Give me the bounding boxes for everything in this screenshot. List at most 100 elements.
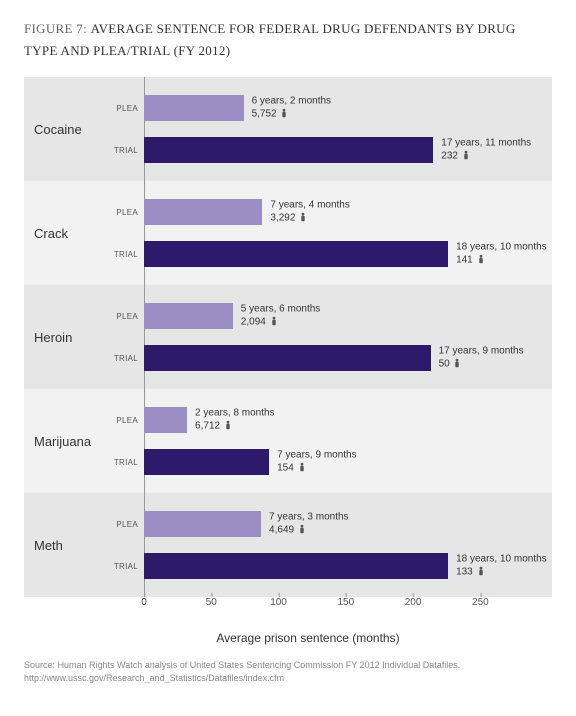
- bar-duration-text: 18 years, 10 months: [456, 554, 547, 567]
- bar-value-label: 7 years, 4 months3,292: [270, 200, 349, 225]
- trial-label: TRIAL: [110, 250, 144, 259]
- bar-duration-text: 6 years, 2 months: [252, 96, 331, 109]
- trial-label: TRIAL: [110, 146, 144, 155]
- bar-count-text: 5,752: [252, 108, 331, 121]
- bar-row-trial: TRIAL17 years, 11 months232: [110, 131, 548, 169]
- bar-value-label: 7 years, 3 months4,649: [269, 512, 348, 537]
- figure-header: FIGURE 7: AVERAGE SENTENCE FOR FEDERAL D…: [24, 18, 552, 61]
- bar-value-label: 17 years, 11 months232: [441, 138, 531, 163]
- bars-area: PLEA2 years, 8 months6,712 TRIAL7 years,…: [110, 389, 552, 493]
- bar-value-label: 2 years, 8 months6,712: [195, 408, 274, 433]
- drug-name-label: Heroin: [24, 285, 110, 389]
- bars-area: PLEA7 years, 3 months4,649 TRIAL18 years…: [110, 493, 552, 597]
- bar-duration-text: 18 years, 10 months: [456, 242, 547, 255]
- drug-name-label: Marijuana: [24, 389, 110, 493]
- person-icon: [478, 254, 484, 263]
- bar-fill-plea: 2 years, 8 months6,712: [144, 407, 187, 433]
- bar-track: 17 years, 9 months50: [144, 345, 514, 371]
- drug-group: CocainePLEA6 years, 2 months5,752 TRIAL1…: [24, 77, 552, 181]
- bar-value-label: 5 years, 6 months2,094: [241, 304, 320, 329]
- trial-label: TRIAL: [110, 562, 144, 571]
- person-icon: [454, 358, 460, 367]
- x-tick: 150: [337, 597, 354, 608]
- plea-label: PLEA: [110, 312, 144, 321]
- bar-count-text: 50: [439, 358, 524, 371]
- bars-area: PLEA5 years, 6 months2,094 TRIAL17 years…: [110, 285, 552, 389]
- bar-duration-text: 17 years, 9 months: [439, 346, 524, 359]
- bar-track: 7 years, 4 months3,292: [144, 199, 514, 225]
- bar-row-plea: PLEA7 years, 4 months3,292: [110, 193, 548, 231]
- bar-fill-trial: 17 years, 9 months50: [144, 345, 431, 371]
- person-icon: [300, 212, 306, 221]
- drug-group: MethPLEA7 years, 3 months4,649 TRIAL18 y…: [24, 493, 552, 597]
- bar-row-plea: PLEA7 years, 3 months4,649: [110, 505, 548, 543]
- x-tick: 250: [472, 597, 489, 608]
- bar-row-trial: TRIAL17 years, 9 months50: [110, 339, 548, 377]
- bar-fill-plea: 7 years, 4 months3,292: [144, 199, 262, 225]
- bar-duration-text: 5 years, 6 months: [241, 304, 320, 317]
- bar-fill-trial: 18 years, 10 months141: [144, 241, 448, 267]
- plea-label: PLEA: [110, 520, 144, 529]
- bar-duration-text: 7 years, 3 months: [269, 512, 348, 525]
- bar-fill-plea: 6 years, 2 months5,752: [144, 95, 244, 121]
- person-icon: [299, 524, 305, 533]
- bar-track: 18 years, 10 months133: [144, 553, 514, 579]
- plea-label: PLEA: [110, 416, 144, 425]
- bar-count-text: 2,094: [241, 316, 320, 329]
- bar-count-text: 232: [441, 150, 531, 163]
- x-axis-ticks: 0 50 100 150 200 250: [144, 597, 552, 629]
- drug-name-label: Crack: [24, 181, 110, 285]
- bar-track: 17 years, 11 months232: [144, 137, 514, 163]
- bar-count-text: 3,292: [270, 212, 349, 225]
- bars-area: PLEA6 years, 2 months5,752 TRIAL17 years…: [110, 77, 552, 181]
- plea-label: PLEA: [110, 208, 144, 217]
- bar-track: 7 years, 3 months4,649: [144, 511, 514, 537]
- x-tick: 200: [405, 597, 422, 608]
- person-icon: [463, 150, 469, 159]
- person-icon: [299, 462, 305, 471]
- bar-row-plea: PLEA5 years, 6 months2,094: [110, 297, 548, 335]
- bar-duration-text: 2 years, 8 months: [195, 408, 274, 421]
- bar-track: 5 years, 6 months2,094: [144, 303, 514, 329]
- bar-duration-text: 17 years, 11 months: [441, 138, 531, 151]
- bar-track: 7 years, 9 months154: [144, 449, 514, 475]
- bar-count-text: 133: [456, 566, 547, 579]
- plea-label: PLEA: [110, 104, 144, 113]
- bar-count-text: 4,649: [269, 524, 348, 537]
- drug-group: MarijuanaPLEA2 years, 8 months6,712 TRIA…: [24, 389, 552, 493]
- bar-value-label: 7 years, 9 months154: [277, 450, 356, 475]
- person-icon: [281, 108, 287, 117]
- bar-count-text: 6,712: [195, 420, 274, 433]
- x-tick: 100: [270, 597, 287, 608]
- x-tick: 50: [206, 597, 217, 608]
- x-axis: 0 50 100 150 200 250: [24, 597, 552, 629]
- person-icon: [225, 420, 231, 429]
- bar-duration-text: 7 years, 4 months: [270, 200, 349, 213]
- figure-title: AVERAGE SENTENCE FOR FEDERAL DRUG DEFEND…: [24, 21, 516, 58]
- bar-fill-plea: 7 years, 3 months4,649: [144, 511, 261, 537]
- x-axis-title: Average prison sentence (months): [24, 631, 552, 645]
- drug-name-label: Meth: [24, 493, 110, 597]
- bar-count-text: 141: [456, 254, 547, 267]
- bar-value-label: 6 years, 2 months5,752: [252, 96, 331, 121]
- bars-area: PLEA7 years, 4 months3,292 TRIAL18 years…: [110, 181, 552, 285]
- bar-count-text: 154: [277, 462, 356, 475]
- bar-row-trial: TRIAL18 years, 10 months141: [110, 235, 548, 273]
- bar-value-label: 18 years, 10 months133: [456, 554, 547, 579]
- x-tick: 0: [141, 597, 147, 608]
- bar-row-trial: TRIAL 7 years, 9 months154: [110, 443, 548, 481]
- source-citation: Source: Human Rights Watch analysis of U…: [24, 659, 552, 684]
- person-icon: [271, 316, 277, 325]
- bar-value-label: 18 years, 10 months141: [456, 242, 547, 267]
- drug-group: HeroinPLEA5 years, 6 months2,094 TRIAL17…: [24, 285, 552, 389]
- bar-track: 2 years, 8 months6,712: [144, 407, 514, 433]
- chart-container: CocainePLEA6 years, 2 months5,752 TRIAL1…: [24, 77, 552, 597]
- bar-row-plea: PLEA2 years, 8 months6,712: [110, 401, 548, 439]
- bar-fill-trial: 17 years, 11 months232: [144, 137, 433, 163]
- bar-track: 18 years, 10 months141: [144, 241, 514, 267]
- trial-label: TRIAL: [110, 458, 144, 467]
- bar-fill-plea: 5 years, 6 months2,094: [144, 303, 233, 329]
- bar-value-label: 17 years, 9 months50: [439, 346, 524, 371]
- chart-bars-region: CocainePLEA6 years, 2 months5,752 TRIAL1…: [24, 77, 552, 597]
- drug-name-label: Cocaine: [24, 77, 110, 181]
